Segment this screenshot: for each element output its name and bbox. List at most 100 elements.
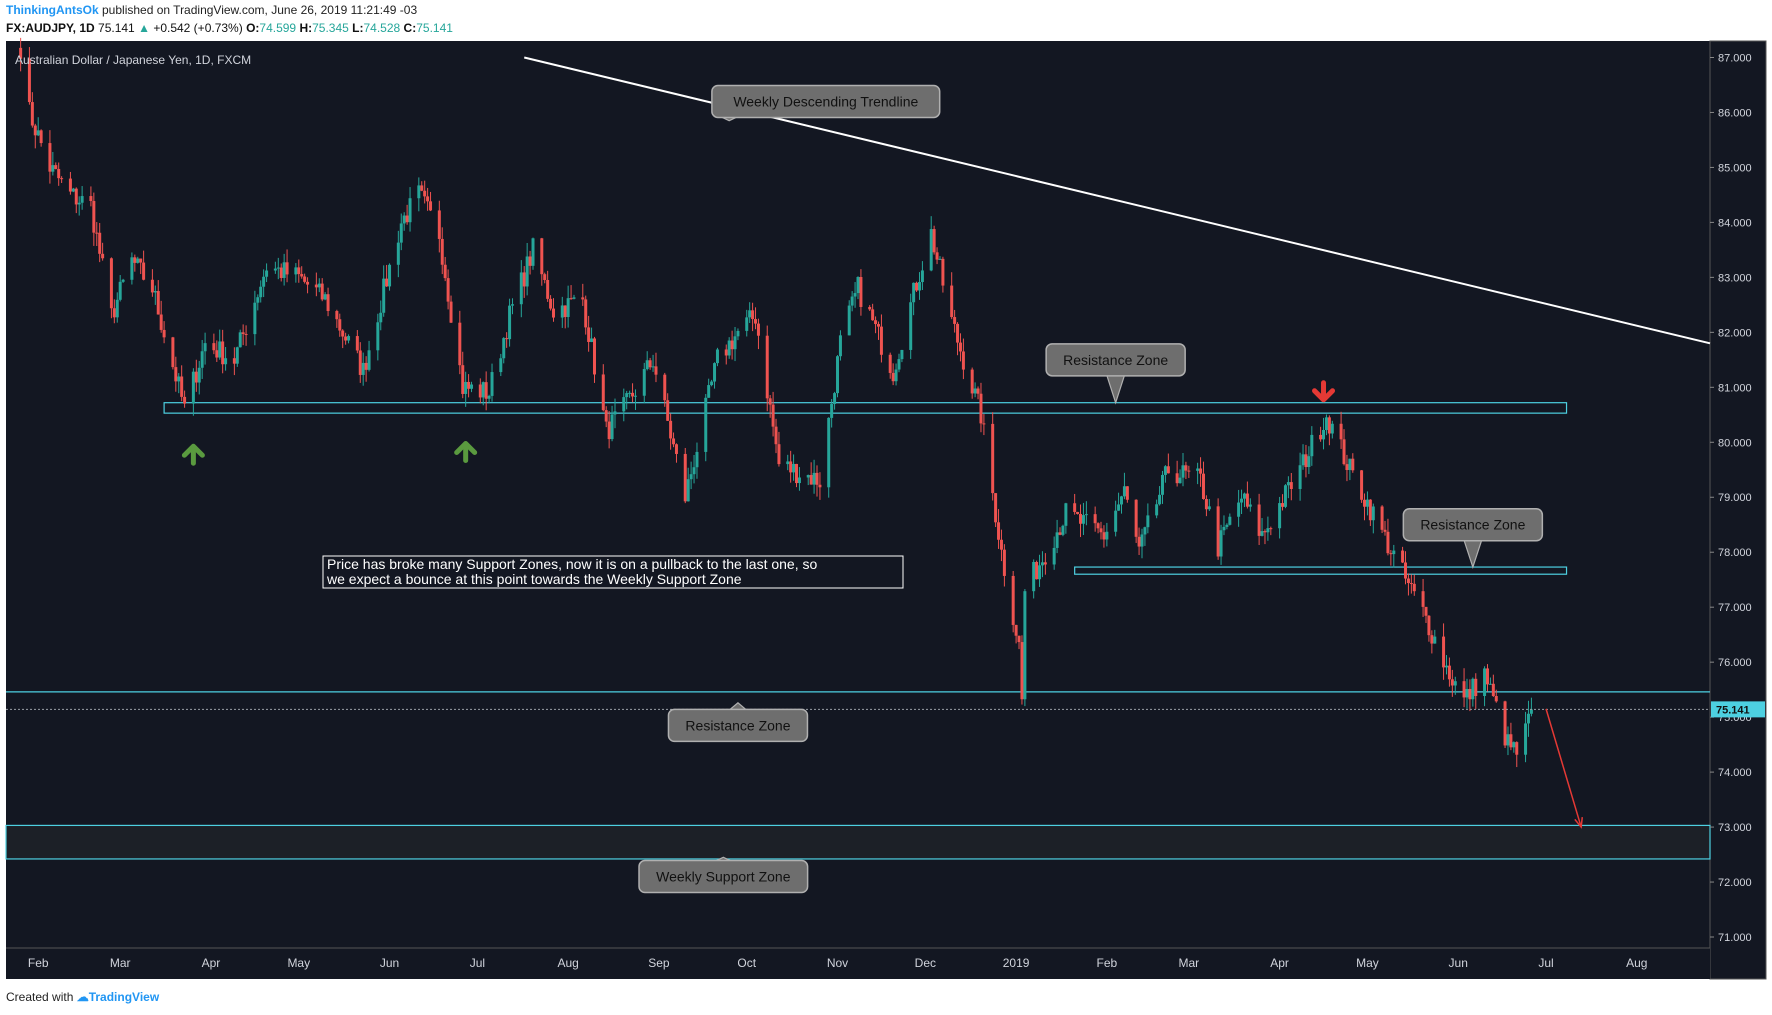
candle-body xyxy=(1506,734,1510,746)
candle-body xyxy=(953,317,957,324)
candle-body xyxy=(464,381,468,394)
tradingview-brand[interactable]: TradingView xyxy=(88,990,160,1004)
created-with-text: Created with xyxy=(6,990,74,1004)
candle-body xyxy=(1404,562,1408,579)
candle-body xyxy=(853,293,857,297)
candle-body xyxy=(1079,513,1083,524)
candle-body xyxy=(1105,531,1109,540)
candle-body xyxy=(797,477,801,484)
candle-body xyxy=(470,384,474,389)
candle-body xyxy=(806,475,810,478)
x-tick-label: Apr xyxy=(202,956,221,970)
candle-body xyxy=(347,336,351,341)
candle-body xyxy=(19,47,23,59)
green-up-arrow-icon xyxy=(454,441,478,464)
candle-body xyxy=(1278,503,1282,529)
candle-body xyxy=(774,426,778,445)
candle-body xyxy=(1081,515,1085,524)
price-chart[interactable]: Weekly Descending Trendline Resistance Zo… xyxy=(0,0,1772,985)
symbol-label: FX:AUDJPY, 1D xyxy=(6,21,95,35)
candle-body xyxy=(876,324,880,327)
candle-body xyxy=(1163,466,1167,475)
candle-body xyxy=(771,404,775,427)
x-tick-label: Nov xyxy=(827,956,848,970)
candle-body xyxy=(221,341,225,365)
candle-body xyxy=(314,284,318,288)
candle-body xyxy=(215,350,219,358)
candle-body xyxy=(1512,742,1516,748)
author-link[interactable]: ThinkingAntsOk xyxy=(6,3,99,17)
candle-body xyxy=(51,165,55,172)
candle-body xyxy=(367,350,371,370)
x-tick-label: Jul xyxy=(1538,956,1553,970)
candle-body xyxy=(1076,511,1080,514)
candle-body xyxy=(1084,514,1088,516)
candle-body xyxy=(1017,635,1021,643)
last-price-tag xyxy=(1711,701,1765,718)
candle-body xyxy=(1412,583,1416,592)
candles-layer xyxy=(19,37,1533,768)
y-tick-label: 80.000 xyxy=(1718,437,1752,449)
candle-body xyxy=(1491,683,1495,696)
candle-body xyxy=(1494,696,1498,702)
candle-body xyxy=(36,130,40,136)
candle-body xyxy=(256,297,260,303)
candle-body xyxy=(999,539,1003,550)
price-axis[interactable] xyxy=(1709,40,1767,980)
open-value: 74.599 xyxy=(259,21,297,35)
candle-body xyxy=(1485,668,1489,685)
candle-body xyxy=(1327,417,1331,434)
candle-body xyxy=(326,294,330,312)
candle-body xyxy=(335,311,339,320)
candle-body xyxy=(112,308,116,318)
candle-body xyxy=(587,327,591,342)
y-tick-label: 81.000 xyxy=(1718,382,1752,394)
candle-body xyxy=(1515,742,1519,755)
candle-body xyxy=(1298,465,1302,489)
candle-body xyxy=(1137,536,1141,547)
candle-body xyxy=(552,308,556,318)
candle-body xyxy=(715,349,719,364)
candle-body xyxy=(569,298,573,300)
candle-body xyxy=(1442,636,1446,668)
candle-body xyxy=(686,479,690,502)
candle-body xyxy=(958,342,962,352)
candle-body xyxy=(1140,534,1144,547)
x-tick-label: Oct xyxy=(737,956,756,970)
candle-body xyxy=(1263,531,1267,533)
time-axis[interactable] xyxy=(6,948,1710,979)
candle-body xyxy=(180,376,184,397)
candle-body xyxy=(912,282,916,303)
candle-body xyxy=(1368,499,1372,521)
candle-body xyxy=(1043,562,1047,565)
candle-body xyxy=(408,198,412,223)
red-down-arrow-icon xyxy=(1312,380,1336,403)
candle-body xyxy=(1073,503,1077,512)
candle-body xyxy=(1155,504,1159,516)
last-price: 75.141 xyxy=(98,21,135,35)
candle-body xyxy=(920,270,924,283)
trendline-callout: Weekly Descending Trendline xyxy=(711,84,941,122)
candle-body xyxy=(1093,514,1097,524)
candle-body xyxy=(1322,430,1326,440)
candle-body xyxy=(1424,606,1428,616)
candle-body xyxy=(1175,473,1179,484)
candle-body xyxy=(560,305,564,318)
candle-body xyxy=(847,305,851,336)
candle-body xyxy=(1488,683,1492,685)
candle-body xyxy=(683,453,687,502)
candle-body xyxy=(651,366,655,368)
candle-body xyxy=(317,283,321,288)
candle-body xyxy=(224,358,228,365)
candle-body xyxy=(443,264,447,279)
candle-body xyxy=(200,351,204,368)
y-tick-label: 87.000 xyxy=(1718,52,1752,64)
candle-body xyxy=(1430,635,1434,644)
candle-body xyxy=(1401,550,1405,563)
candle-body xyxy=(604,410,608,422)
tradingview-logo-icon[interactable]: ☁ xyxy=(76,990,89,1004)
candle-body xyxy=(361,362,365,375)
candle-body xyxy=(68,178,72,192)
y-tick-label: 77.000 xyxy=(1718,602,1752,614)
candle-body xyxy=(74,188,78,205)
